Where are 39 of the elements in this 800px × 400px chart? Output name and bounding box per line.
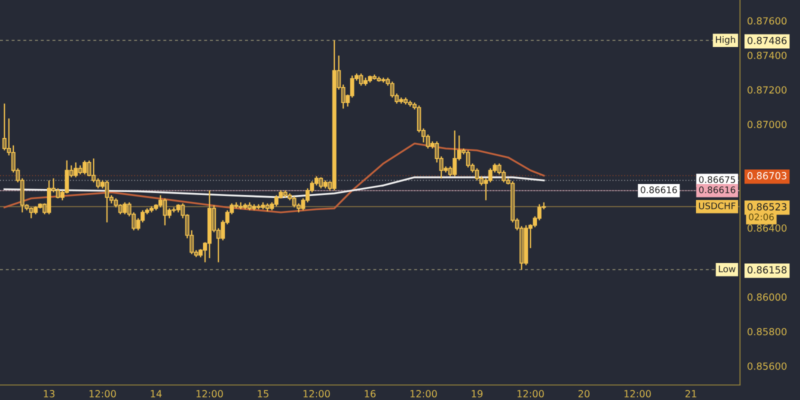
y-tick-label: 0.87000	[748, 120, 787, 128]
candlestick	[416, 104, 422, 134]
ref-line-label: USDCHF	[699, 202, 736, 210]
ref-line-label: Low	[718, 266, 736, 272]
x-tick-label: 16	[364, 390, 376, 398]
ref-line-label: 0.86616	[640, 186, 677, 194]
candlestick	[46, 180, 52, 215]
x-tick-label: 12:00	[304, 390, 330, 398]
x-tick-label: 12:00	[90, 390, 116, 398]
ref-line-label: High	[716, 36, 736, 45]
x-tick-label: 21	[685, 390, 696, 398]
x-tick-label: 19	[472, 390, 482, 398]
y-tick-label: 0.87400	[748, 52, 787, 60]
y-tick-label: 0.87600	[748, 17, 787, 25]
x-tick-label: 20	[578, 390, 590, 398]
ref-line-label: 0.86675	[699, 176, 736, 184]
candlestick	[104, 180, 110, 223]
text: 02:06	[748, 214, 774, 220]
x-tick-label: 15	[258, 390, 268, 398]
y-tick-label: 0.85800	[748, 328, 787, 336]
y-tick-label: 0.87200	[748, 86, 787, 94]
candlestick	[474, 168, 480, 182]
x-tick-label: 12:00	[410, 390, 437, 398]
y-tick-label: 0.87486	[748, 36, 787, 44]
x-tick-label: 12:00	[624, 390, 651, 398]
y-tick-label: 0.85600	[748, 362, 787, 370]
y-tick-label: 0.86158	[748, 266, 786, 274]
line-series	[4, 142, 545, 214]
y-tick-label: 0.86400	[748, 224, 787, 232]
candlestick	[2, 102, 7, 151]
y-tick-label: 0.86703	[748, 172, 786, 180]
x-tick-label: 13	[44, 390, 54, 398]
x-tick-label: 14	[150, 390, 162, 398]
x-tick-label: 12:00	[518, 390, 544, 398]
ref-line-label: 0.86616	[699, 186, 736, 194]
y-tick-label: 0.86523	[748, 203, 786, 210]
candlestick	[318, 176, 324, 189]
x-tick-label: 12:00	[196, 390, 223, 398]
y-tick-label: 0.86000	[748, 293, 787, 301]
